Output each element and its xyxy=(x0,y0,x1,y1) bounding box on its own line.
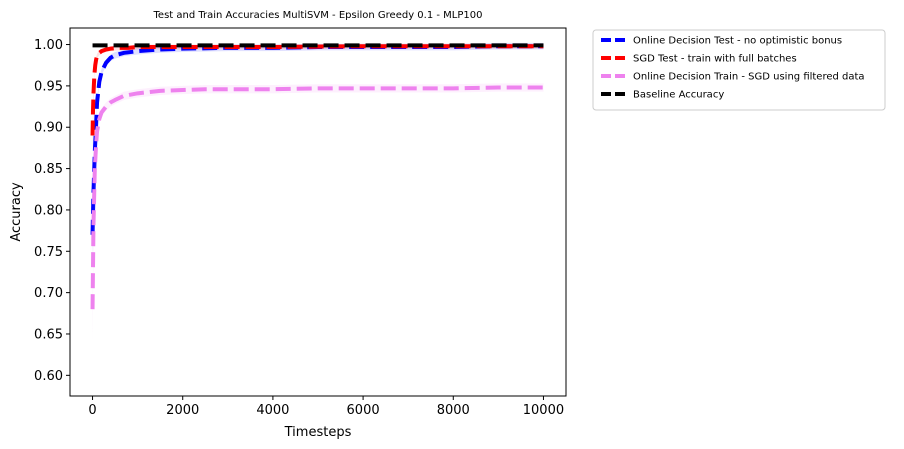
legend-entry-3: Baseline Accuracy xyxy=(633,90,724,101)
y-tick-label: 0.70 xyxy=(34,286,63,301)
series-layer xyxy=(90,42,544,343)
x-axis: 0 2000 4000 6000 8000 10000 xyxy=(88,396,564,418)
y-tick-label: 0.65 xyxy=(34,327,63,342)
x-tick-label: 6000 xyxy=(347,403,380,418)
y-axis-label: Accuracy xyxy=(9,182,24,242)
x-axis-label: Timesteps xyxy=(284,425,352,440)
chart-title: Test and Train Accuracies MultiSVM - Eps… xyxy=(153,10,483,21)
legend-entry-0: Online Decision Test - no optimistic bon… xyxy=(633,36,842,47)
series-band-1 xyxy=(92,43,544,156)
series-line-2 xyxy=(90,85,544,310)
x-tick-label: 2000 xyxy=(166,403,199,418)
x-tick-label: 0 xyxy=(88,403,96,418)
y-tick-label: 0.85 xyxy=(34,162,63,177)
legend: Online Decision Test - no optimistic bon… xyxy=(592,29,886,111)
y-axis: 0.60 0.65 0.70 0.75 0.80 0.85 0.90 0.95 1.00 xyxy=(34,38,70,384)
y-tick-label: 0.60 xyxy=(34,369,63,384)
y-tick-label: 0.90 xyxy=(34,121,63,136)
plot-frame xyxy=(69,27,567,397)
series-band-0 xyxy=(92,42,544,262)
series-band-2 xyxy=(92,83,544,343)
x-tick-label: 10000 xyxy=(523,403,564,418)
legend-box xyxy=(592,29,886,111)
series-line-0 xyxy=(90,44,544,235)
y-tick-label: 0.80 xyxy=(34,203,63,218)
legend-entry-2: Online Decision Train - SGD using filter… xyxy=(633,72,865,83)
y-tick-label: 1.00 xyxy=(34,38,63,53)
x-tick-label: 8000 xyxy=(437,403,470,418)
y-tick-label: 0.75 xyxy=(34,245,63,260)
x-tick-label: 4000 xyxy=(256,403,289,418)
y-tick-label: 0.95 xyxy=(34,79,63,94)
legend-entry-1: SGD Test - train with full batches xyxy=(633,54,797,65)
